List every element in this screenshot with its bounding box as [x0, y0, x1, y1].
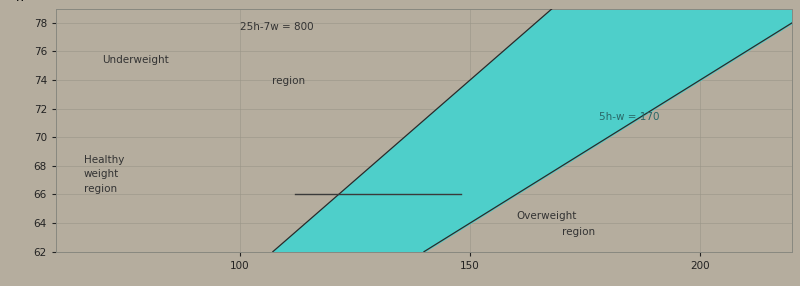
Text: region: region [562, 227, 595, 237]
Text: h: h [15, 0, 23, 4]
Text: Healthy: Healthy [84, 155, 124, 165]
Text: 25h-7w = 800: 25h-7w = 800 [240, 22, 314, 32]
Text: 5h-w = 170: 5h-w = 170 [598, 112, 659, 122]
Text: Overweight: Overweight [516, 211, 576, 221]
Text: region: region [84, 184, 117, 194]
Text: weight: weight [84, 169, 119, 179]
Text: region: region [272, 76, 306, 86]
Text: Underweight: Underweight [102, 55, 169, 65]
